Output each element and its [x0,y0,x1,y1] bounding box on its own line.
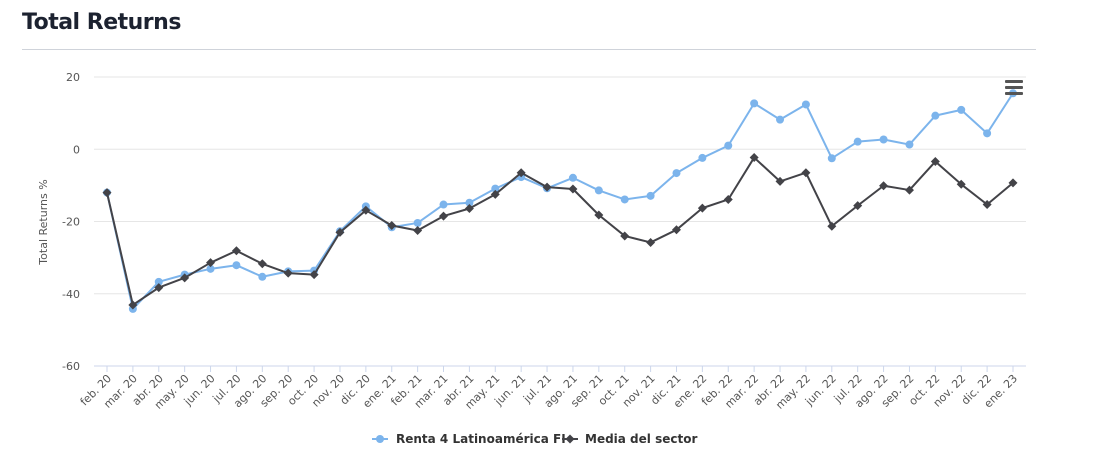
data-point[interactable] [801,168,811,178]
data-point[interactable] [594,186,603,195]
y-tick-label: -60 [62,360,80,373]
y-tick-label: 0 [73,143,80,156]
data-point[interactable] [776,115,785,124]
data-point[interactable] [827,154,836,163]
data-point[interactable] [982,200,992,210]
data-point[interactable] [957,105,966,114]
data-point[interactable] [697,203,707,213]
data-point[interactable] [491,184,500,193]
hamburger-menu-icon[interactable] [1003,78,1025,98]
y-tick-label: -40 [62,288,80,301]
data-point[interactable] [283,268,293,278]
series-line-2 [106,156,1014,306]
data-point[interactable] [594,210,604,220]
data-point[interactable] [698,153,707,162]
data-point[interactable] [413,226,423,236]
data-point[interactable] [672,169,681,178]
data-point[interactable] [749,153,759,163]
data-point[interactable] [983,129,992,138]
data-point[interactable] [904,185,914,195]
data-point[interactable] [646,237,656,247]
data-point[interactable] [671,225,681,235]
title-divider [22,49,1036,50]
data-point[interactable] [853,201,863,211]
data-point[interactable] [1008,178,1018,188]
data-point[interactable] [361,205,371,215]
legend-item-label[interactable]: Renta 4 Latinoamérica FI [396,432,566,446]
data-point[interactable] [905,140,914,149]
data-point[interactable] [542,182,552,192]
data-point[interactable] [258,272,267,281]
data-point[interactable] [439,211,449,221]
data-point[interactable] [879,135,888,144]
data-point[interactable] [750,99,759,108]
data-point[interactable] [956,179,966,189]
data-point[interactable] [413,218,422,227]
data-point[interactable] [879,181,889,191]
data-point[interactable] [568,184,578,194]
data-point[interactable] [231,246,241,256]
data-point[interactable] [724,141,733,150]
data-point[interactable] [128,300,138,310]
data-point[interactable] [180,273,190,283]
data-point[interactable] [102,188,112,198]
data-point[interactable] [309,270,319,280]
y-tick-label: 20 [66,71,80,84]
data-point[interactable] [335,227,345,237]
data-point[interactable] [206,264,215,273]
data-point[interactable] [464,203,474,213]
data-point[interactable] [387,220,397,230]
data-point[interactable] [154,277,163,286]
data-point[interactable] [568,173,577,182]
data-point[interactable] [620,231,630,241]
data-point[interactable] [931,111,940,120]
data-point[interactable] [723,194,733,204]
legend-marker [565,434,575,444]
y-axis-label: Total Returns % [37,179,50,265]
page-title: Total Returns [22,10,181,35]
data-point[interactable] [646,191,655,200]
data-point[interactable] [516,168,526,178]
data-point[interactable] [465,198,474,207]
legend-marker [376,435,384,443]
data-point[interactable] [206,258,216,268]
data-point[interactable] [232,261,241,270]
data-point[interactable] [853,137,862,146]
series-line-1 [106,92,1014,310]
data-point[interactable] [439,200,448,209]
legend-item-label[interactable]: Media del sector [585,432,697,446]
data-point[interactable] [490,189,500,199]
data-point[interactable] [801,100,810,109]
y-tick-label: -20 [62,216,80,229]
data-point[interactable] [930,157,940,167]
data-point[interactable] [827,221,837,231]
data-point[interactable] [154,283,164,293]
data-point[interactable] [257,259,267,269]
data-point[interactable] [620,195,629,204]
data-point[interactable] [775,176,785,186]
